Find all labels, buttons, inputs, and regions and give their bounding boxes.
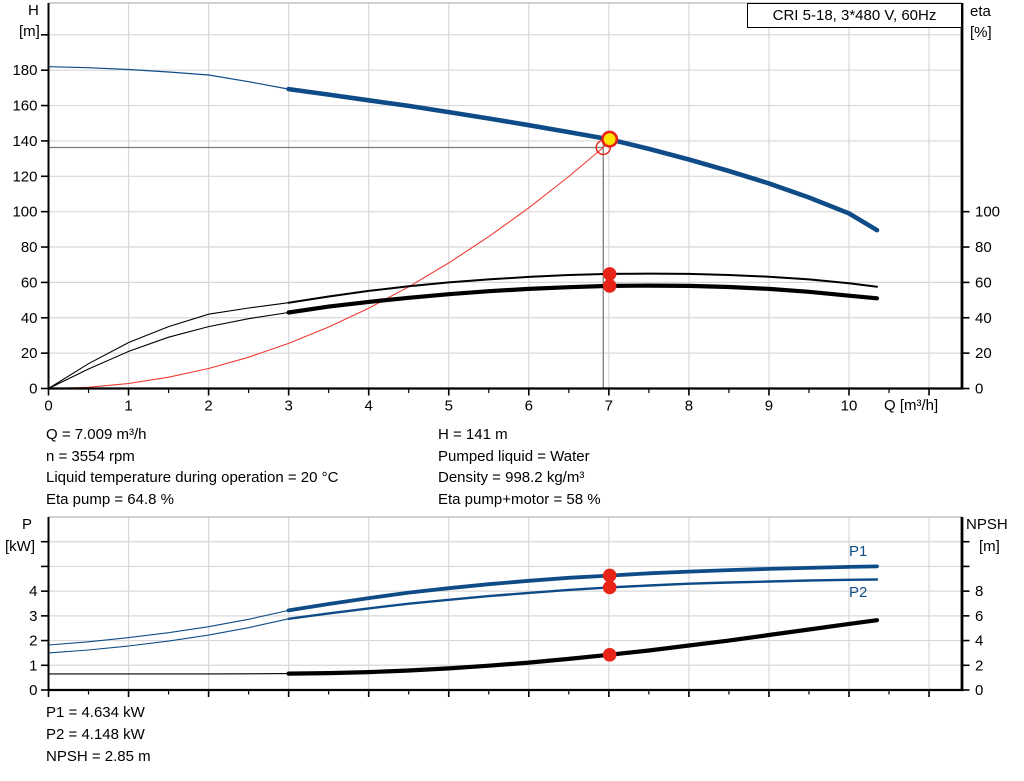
tick-label: 80 [975,239,992,256]
npsh-axis-label: NPSH [966,516,1008,533]
tick-label: 4 [975,633,983,650]
p1-curve [286,564,879,613]
q-axis-label: Q [m³/h] [884,397,939,414]
tick-label: 9 [765,398,773,415]
eta-pump-motor-operating-point [602,279,617,293]
tick-label: 160 [12,98,37,115]
tick-label: 60 [21,274,38,291]
info-line-eta-pump: Eta pump = 64.8 % [46,491,174,509]
tick-label: 20 [21,345,38,362]
tick-label: 7 [605,398,613,415]
tick-label: 8 [685,398,693,415]
pump-title-text: CRI 5-18, 3*480 V, 60Hz [772,7,937,24]
power-info-column: P1 = 4.634 kW P2 = 4.148 kW NPSH = 2.85 … [46,702,151,768]
duty-info-right-column: H = 141 m Pumped liquid = Water Density … [438,424,601,511]
tick-label: 180 [12,62,37,79]
tick-label: 4 [29,583,37,600]
tick-label: 0 [29,682,37,699]
tick-label: 10 [841,398,858,415]
eta-pump-curve-thin [48,302,289,389]
eta-pump-curve [287,272,878,304]
info-line-head: H = 141 m [438,426,508,443]
tick-label: 8 [975,583,983,600]
info-line-npsh: NPSH = 2.85 m [46,748,151,765]
eta-pump-operating-point [602,267,617,281]
tick-label: 0 [29,381,37,398]
info-line-q: Q = 7.009 m³/h [46,426,147,443]
tick-label: 60 [975,274,992,291]
tick-label: 3 [29,608,37,625]
p1-curve-label: P1 [849,543,868,560]
tick-label: 1 [124,398,132,415]
tick-label: 40 [21,310,38,327]
title-box: CRI 5-18, 3*480 V, 60Hz [747,3,962,28]
tick-label: 4 [365,398,373,415]
p-axis-unit: [kW] [5,538,35,555]
npsh-axis-unit: [m] [979,538,1000,555]
tick-label: 80 [21,239,38,256]
info-line-speed: n = 3554 rpm [46,447,135,465]
info-line-p2: P2 = 4.148 kW [46,726,145,743]
p2-curve-label: P2 [849,584,868,601]
eta-axis-unit: [%] [970,24,992,41]
system-curve [48,138,614,390]
tick-label: 100 [12,204,37,221]
info-line-liquid: Pumped liquid = Water [438,447,590,465]
tick-label: 2 [204,398,212,415]
pump-head-curve [286,86,880,233]
info-line-density: Density = 998.2 kg/m³ [438,469,585,487]
tick-label: 20 [975,345,992,362]
h-axis-unit: [m] [19,23,40,40]
tick-label: 3 [284,398,292,415]
tick-label: 6 [525,398,533,415]
p2-curve-thin [48,618,289,654]
p2-operating-point [602,580,617,595]
eta-pump-motor-curve-thin [48,311,289,389]
tick-label: 40 [975,310,992,327]
eta-axis-label: eta [970,3,991,20]
npsh-operating-point [602,647,617,662]
info-line-temperature: Liquid temperature during operation = 20… [46,469,339,487]
npsh-curve [286,618,880,676]
tick-label: 0 [975,381,983,398]
info-line-eta-pump-motor: Eta pump+motor = 58 % [438,491,601,509]
tick-label: 0 [44,398,52,415]
h-axis-label: H [28,2,39,19]
tick-label: 2 [975,657,983,674]
p1-curve-thin [48,609,289,646]
p2-curve [287,578,879,620]
tick-label: 6 [975,608,983,625]
tick-label: 120 [12,168,37,185]
tick-label: 5 [445,398,453,415]
tick-label: 0 [975,682,983,699]
tick-label: 140 [12,133,37,150]
p1-operating-point [602,568,617,583]
pump-head-curve-thin [48,66,289,90]
tick-label: 100 [975,204,1000,221]
duty-info-left-column: Q = 7.009 m³/h n = 3554 rpm Liquid tempe… [46,424,338,511]
tick-label: 1 [29,657,37,674]
p-axis-label: P [22,516,33,533]
tick-label: 2 [29,633,37,650]
operating-point [601,130,619,148]
info-line-p1: P1 = 4.634 kW [46,704,145,721]
eta-pump-motor-curve [286,283,880,315]
